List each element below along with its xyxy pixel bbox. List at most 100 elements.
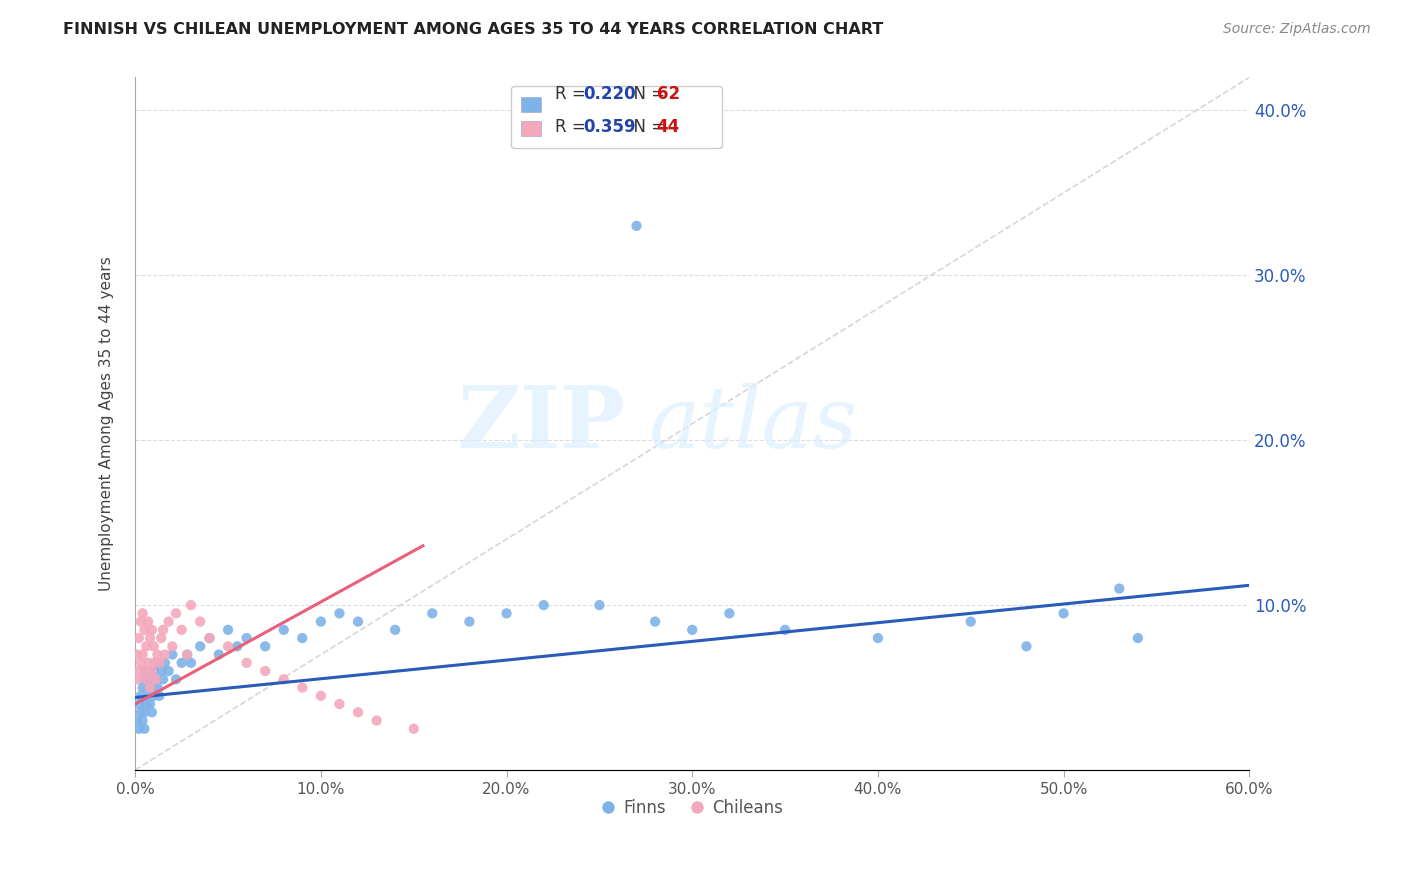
Point xyxy=(135,640,157,654)
Point xyxy=(139,697,162,711)
Point xyxy=(131,681,153,695)
Point xyxy=(328,607,350,621)
Point xyxy=(134,664,156,678)
Point xyxy=(1108,582,1130,596)
Point xyxy=(148,656,170,670)
Point xyxy=(141,706,163,720)
Text: 44: 44 xyxy=(657,118,681,136)
Point xyxy=(125,648,148,662)
Point xyxy=(131,648,153,662)
Point xyxy=(134,722,156,736)
Text: R =: R = xyxy=(555,118,592,136)
Point xyxy=(718,607,741,621)
Text: atlas: atlas xyxy=(648,383,856,465)
Point xyxy=(217,640,239,654)
Point xyxy=(129,689,152,703)
Point xyxy=(626,219,648,233)
Point xyxy=(152,673,174,687)
Point xyxy=(153,656,176,670)
Point xyxy=(162,640,184,654)
Text: N =: N = xyxy=(623,85,671,103)
Point xyxy=(217,623,239,637)
Point xyxy=(959,615,981,629)
Point xyxy=(139,681,162,695)
Point xyxy=(136,656,159,670)
Point xyxy=(128,722,150,736)
Point xyxy=(1126,631,1149,645)
Point xyxy=(347,615,370,629)
Point xyxy=(141,681,163,695)
Text: Source: ZipAtlas.com: Source: ZipAtlas.com xyxy=(1223,22,1371,37)
Point xyxy=(188,640,211,654)
Point xyxy=(773,623,796,637)
Point xyxy=(644,615,666,629)
Point xyxy=(1052,607,1074,621)
Point xyxy=(235,631,257,645)
Text: N =: N = xyxy=(623,118,671,136)
Point xyxy=(402,722,425,736)
Point xyxy=(366,714,388,728)
Text: ZIP: ZIP xyxy=(457,382,626,466)
Point xyxy=(141,664,163,678)
Point xyxy=(458,615,481,629)
Point xyxy=(134,706,156,720)
Point xyxy=(142,656,165,670)
Point xyxy=(129,615,152,629)
Point xyxy=(1015,640,1038,654)
Point xyxy=(129,656,152,670)
Point xyxy=(146,656,169,670)
Point xyxy=(309,689,332,703)
Point xyxy=(198,631,221,645)
Point xyxy=(134,623,156,637)
Text: FINNISH VS CHILEAN UNEMPLOYMENT AMONG AGES 35 TO 44 YEARS CORRELATION CHART: FINNISH VS CHILEAN UNEMPLOYMENT AMONG AG… xyxy=(63,22,883,37)
Point xyxy=(150,631,173,645)
Point xyxy=(135,697,157,711)
Point xyxy=(153,648,176,662)
Point xyxy=(139,664,162,678)
Point xyxy=(145,673,167,687)
Point xyxy=(273,673,295,687)
Text: 0.220: 0.220 xyxy=(583,85,636,103)
Point xyxy=(165,607,187,621)
Point xyxy=(176,648,198,662)
Point xyxy=(273,623,295,637)
Point xyxy=(495,607,517,621)
Point xyxy=(146,681,169,695)
Point xyxy=(141,623,163,637)
Point xyxy=(165,673,187,687)
Point xyxy=(226,640,249,654)
Legend: Finns, Chileans: Finns, Chileans xyxy=(595,793,790,824)
Point xyxy=(866,631,889,645)
Point xyxy=(384,623,406,637)
Point xyxy=(681,623,703,637)
Point xyxy=(136,673,159,687)
Point xyxy=(180,598,202,612)
Point xyxy=(142,664,165,678)
Point xyxy=(129,706,152,720)
Text: 0.359: 0.359 xyxy=(583,118,636,136)
Point xyxy=(136,615,159,629)
Point xyxy=(134,673,156,687)
Point xyxy=(180,656,202,670)
Point xyxy=(125,714,148,728)
Point xyxy=(170,623,193,637)
Point xyxy=(145,673,167,687)
Text: R =: R = xyxy=(555,85,592,103)
Point xyxy=(146,648,169,662)
Point xyxy=(291,681,314,695)
Y-axis label: Unemployment Among Ages 35 to 44 years: Unemployment Among Ages 35 to 44 years xyxy=(100,256,114,591)
Point xyxy=(188,615,211,629)
Point xyxy=(291,631,314,645)
Point xyxy=(235,656,257,670)
Point xyxy=(588,598,610,612)
Point xyxy=(150,664,173,678)
Point xyxy=(347,706,370,720)
Point xyxy=(142,640,165,654)
Point xyxy=(125,673,148,687)
Point xyxy=(170,656,193,670)
Point xyxy=(176,648,198,662)
Point xyxy=(148,689,170,703)
Point xyxy=(152,623,174,637)
Point xyxy=(157,664,180,678)
Point xyxy=(533,598,555,612)
